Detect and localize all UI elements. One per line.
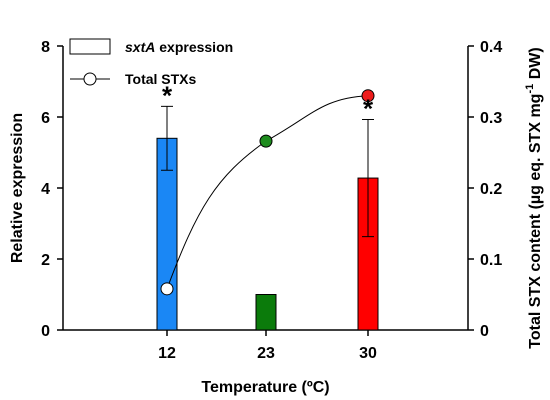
y-tick-label: 8: [41, 39, 50, 56]
stx-line: [166, 95, 369, 289]
legend-label-expression: sxtA expression: [125, 39, 233, 55]
y2-tick-label: 0: [480, 323, 489, 340]
y2-tick-label: 0.3: [480, 110, 502, 127]
stx-point-12: [160, 282, 174, 296]
legend-label-expression-rest: expression: [155, 39, 233, 55]
y2-tick-label: 0.2: [480, 181, 502, 198]
y2-tick-label: 0.4: [480, 39, 502, 56]
y2-axis-title-main: Total STX content (µg eq. STX mg: [527, 94, 544, 349]
y-axis-title: Relative expression: [9, 113, 26, 263]
legend-label-gene: sxtA: [125, 39, 155, 55]
x-tick-label: 23: [257, 345, 275, 362]
y2-axis-title: Total STX content (µg eq. STX mg-1 DW): [524, 47, 544, 348]
stx-curve: [160, 89, 375, 296]
bar-23: [255, 294, 277, 331]
legend: sxtA expression Total STXs: [69, 38, 233, 87]
y2-axis-title-sup: -1: [524, 84, 536, 94]
stx-point-23: [259, 134, 273, 148]
axes: 0 2 4 6 8 0 0.1 0.2 0.3 0.4 12 23 30: [41, 39, 502, 362]
error-bars: [161, 105, 374, 238]
y2-tick-label: 0.1: [480, 252, 502, 269]
legend-marker-swatch: [83, 72, 97, 86]
axis-labels: Temperature (ºC) Relative expression Total…: [9, 47, 544, 396]
x-axis-title: Temperature (ºC): [201, 379, 329, 396]
stx-point-30: [361, 89, 375, 103]
x-tick-label: 30: [359, 345, 377, 362]
legend-bar-swatch: [69, 38, 111, 55]
y2-axis-title-end: DW): [527, 47, 544, 83]
y-tick-label: 2: [41, 252, 50, 269]
significance-mark: *: [363, 93, 374, 123]
significance-marks: * *: [162, 80, 374, 123]
legend-label-stx: Total STXs: [125, 71, 197, 87]
y-tick-label: 4: [41, 181, 50, 198]
x-tick-label: 12: [158, 345, 176, 362]
significance-mark: *: [162, 80, 173, 110]
bars: [156, 137, 379, 331]
y-tick-label: 6: [41, 110, 50, 127]
y-tick-label: 0: [41, 323, 50, 340]
